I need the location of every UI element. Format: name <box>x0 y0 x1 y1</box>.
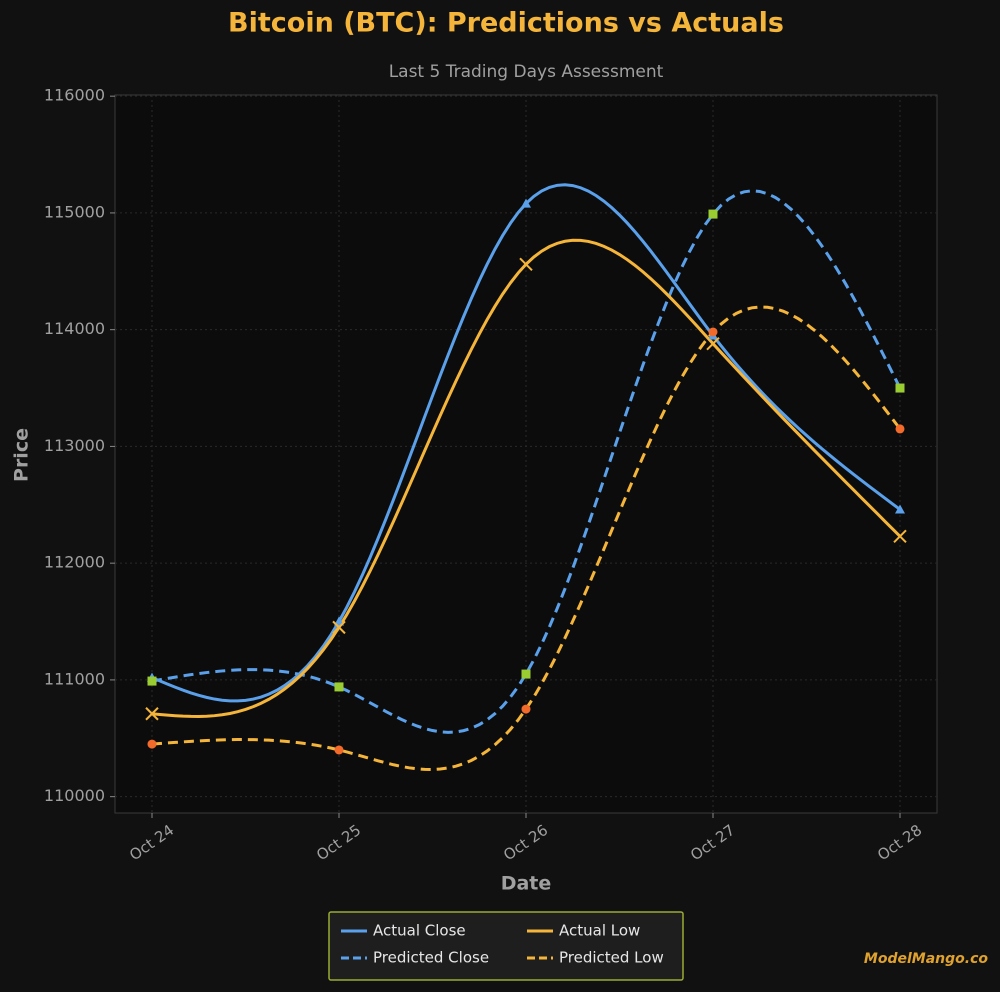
marker <box>708 327 718 337</box>
chart-title: Bitcoin (BTC): Predictions vs Actuals <box>228 8 784 39</box>
y-tick-label: 111000 <box>44 669 105 688</box>
series-line <box>151 189 902 734</box>
y-tick-label: 112000 <box>44 553 105 572</box>
marker <box>147 739 157 749</box>
legend-label: Predicted Close <box>373 949 489 967</box>
marker <box>521 669 531 679</box>
legend-label: Actual Close <box>373 922 466 940</box>
marker <box>706 336 720 351</box>
y-tick-label: 113000 <box>44 436 105 455</box>
marker <box>332 620 346 635</box>
x-axis-label: Date <box>501 873 552 895</box>
marker <box>521 704 531 714</box>
marker <box>895 383 905 393</box>
y-tick-label: 110000 <box>44 786 105 805</box>
legend-box <box>328 911 684 981</box>
y-tick-label: 114000 <box>44 319 105 338</box>
marker <box>895 504 905 514</box>
plot-area <box>114 94 938 814</box>
chart-subtitle: Last 5 Trading Days Assessment <box>389 62 664 82</box>
marker <box>521 198 531 208</box>
legend-label: Predicted Low <box>559 949 664 967</box>
y-axis-label: Price <box>11 428 33 482</box>
marker <box>145 707 159 721</box>
y-tick-label: 115000 <box>44 202 105 221</box>
marker <box>895 424 905 434</box>
marker <box>147 676 157 686</box>
marker <box>334 616 344 626</box>
marker <box>334 745 344 755</box>
y-tick-label: 116000 <box>44 86 105 105</box>
marker <box>708 209 718 219</box>
watermark: ModelMango.co <box>864 951 988 967</box>
marker <box>519 257 533 271</box>
marker <box>334 682 344 692</box>
legend-label: Actual Low <box>559 922 640 940</box>
marker <box>893 529 907 544</box>
